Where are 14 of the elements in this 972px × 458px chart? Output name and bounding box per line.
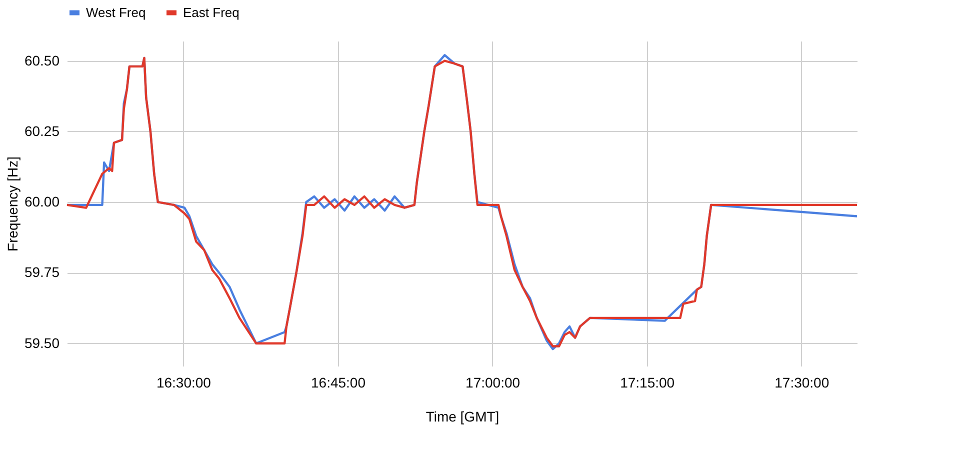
legend-label: East Freq <box>183 4 240 20</box>
x-tick-label: 16:45:00 <box>311 374 366 390</box>
x-tick-label: 17:00:00 <box>466 374 520 390</box>
y-tick-label: 60.25 <box>24 122 60 139</box>
y-tick-label: 60.00 <box>24 194 60 210</box>
x-axis-title: Time [GMT] <box>426 408 500 424</box>
y-tick-label: 59.75 <box>24 264 60 280</box>
y-tick-label: 59.50 <box>24 334 60 351</box>
y-tick-label: 60.50 <box>24 52 60 68</box>
y-axis-title: Frequency [Hz] <box>4 156 20 252</box>
x-tick-label: 16:30:00 <box>156 374 212 390</box>
x-tick-label: 17:15:00 <box>620 374 675 390</box>
x-tick-label: 17:30:00 <box>774 374 830 390</box>
legend-label: West Freq <box>86 4 146 20</box>
